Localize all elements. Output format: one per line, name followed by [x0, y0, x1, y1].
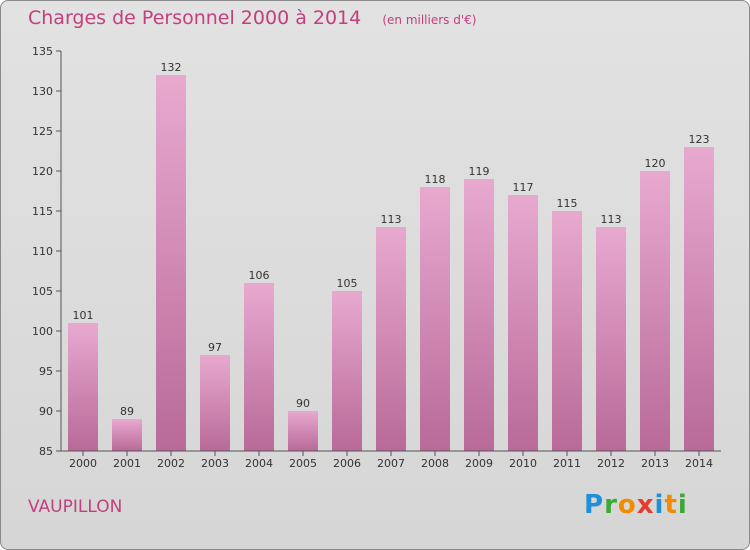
x-tick-label: 2001	[113, 457, 141, 470]
x-tick-label: 2009	[465, 457, 493, 470]
chart-title: Charges de Personnel 2000 à 2014 (en mil…	[28, 7, 476, 29]
bar-value-label: 106	[249, 269, 270, 282]
x-tick-label: 2003	[201, 457, 229, 470]
bar	[244, 283, 274, 451]
bar	[332, 291, 362, 451]
y-tick-label: 95	[39, 365, 53, 378]
bar-value-label: 120	[645, 157, 666, 170]
logo-letter: i	[654, 490, 665, 520]
x-tick-label: 2006	[333, 457, 361, 470]
chart-unit: (en milliers d'€)	[382, 13, 477, 27]
logo-letter: o	[617, 490, 637, 520]
proxiti-logo: Proxiti	[584, 490, 688, 520]
y-tick-label: 100	[32, 325, 53, 338]
x-tick-label: 2005	[289, 457, 317, 470]
bar	[288, 411, 318, 451]
logo-letter: i	[677, 490, 688, 520]
y-tick-label: 115	[32, 205, 53, 218]
x-tick-label: 2012	[597, 457, 625, 470]
bar-value-label: 101	[73, 309, 94, 322]
logo-letter: P	[584, 490, 605, 520]
x-tick-label: 2014	[685, 457, 713, 470]
logo-letter: r	[604, 490, 618, 520]
x-tick-label: 2004	[245, 457, 273, 470]
bar-value-label: 123	[689, 133, 710, 146]
bar-value-label: 105	[337, 277, 358, 290]
bar	[68, 323, 98, 451]
x-tick-label: 2008	[421, 457, 449, 470]
y-tick-label: 105	[32, 285, 53, 298]
bar	[156, 75, 186, 451]
bar-value-label: 113	[601, 213, 622, 226]
bar-value-label: 115	[557, 197, 578, 210]
bar-value-label: 113	[381, 213, 402, 226]
y-tick-label: 85	[39, 445, 53, 458]
chart-title-main: Charges de Personnel 2000 à 2014	[28, 7, 362, 29]
bar	[376, 227, 406, 451]
bar	[596, 227, 626, 451]
logo-letter: t	[664, 490, 678, 520]
bar	[684, 147, 714, 451]
bar	[464, 179, 494, 451]
bar-value-label: 97	[208, 341, 222, 354]
bar-value-label: 132	[161, 61, 182, 74]
logo-letter: x	[636, 490, 655, 520]
y-tick-label: 135	[32, 45, 53, 58]
x-tick-label: 2011	[553, 457, 581, 470]
x-tick-label: 2013	[641, 457, 669, 470]
bar-value-label: 89	[120, 405, 134, 418]
y-tick-label: 110	[32, 245, 53, 258]
bar-value-label: 118	[425, 173, 446, 186]
x-tick-label: 2010	[509, 457, 537, 470]
bar	[640, 171, 670, 451]
bar	[200, 355, 230, 451]
y-tick-label: 120	[32, 165, 53, 178]
bar	[508, 195, 538, 451]
x-tick-label: 2000	[69, 457, 97, 470]
x-tick-label: 2007	[377, 457, 405, 470]
bar	[420, 187, 450, 451]
bar	[552, 211, 582, 451]
y-tick-label: 125	[32, 125, 53, 138]
y-tick-label: 130	[32, 85, 53, 98]
bar-value-label: 117	[513, 181, 534, 194]
x-tick-label: 2002	[157, 457, 185, 470]
bar	[112, 419, 142, 451]
bar-value-label: 90	[296, 397, 310, 410]
bar-value-label: 119	[469, 165, 490, 178]
commune-name: VAUPILLON	[28, 497, 123, 517]
y-tick-label: 90	[39, 405, 53, 418]
